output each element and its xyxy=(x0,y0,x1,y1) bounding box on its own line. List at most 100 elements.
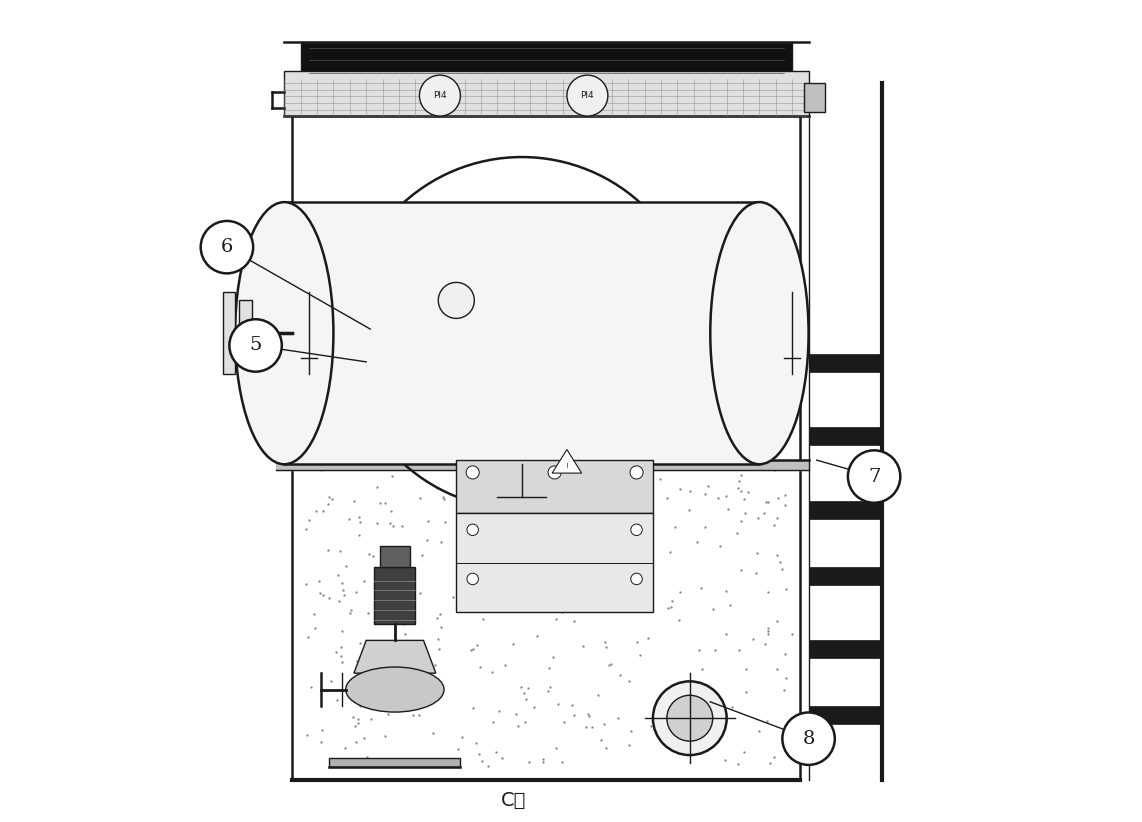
Point xyxy=(297,578,315,591)
Point xyxy=(600,659,618,672)
Point xyxy=(381,516,400,529)
Point xyxy=(780,717,798,730)
Point xyxy=(739,485,757,498)
Point xyxy=(352,249,370,262)
Point xyxy=(595,565,613,578)
Point xyxy=(640,372,658,386)
Point xyxy=(412,549,431,562)
Point xyxy=(367,656,385,669)
Point xyxy=(447,364,465,377)
Circle shape xyxy=(230,319,282,372)
Point xyxy=(354,732,372,745)
Point xyxy=(777,583,795,596)
Point xyxy=(329,441,347,455)
Point xyxy=(693,360,711,373)
Point xyxy=(758,628,777,641)
Point xyxy=(477,591,496,604)
Point xyxy=(540,662,558,675)
Polygon shape xyxy=(354,640,436,673)
Point xyxy=(488,746,506,759)
Point xyxy=(449,243,467,256)
Point xyxy=(661,545,679,558)
Point xyxy=(675,302,693,316)
Point xyxy=(547,612,565,626)
Point xyxy=(513,589,531,603)
Point xyxy=(595,717,613,730)
Point xyxy=(320,543,338,556)
Point xyxy=(337,741,355,755)
Point xyxy=(416,685,434,698)
Point xyxy=(351,700,369,713)
Point xyxy=(577,720,595,733)
Point xyxy=(401,302,419,315)
Point xyxy=(547,274,565,287)
Point xyxy=(710,539,729,552)
Point xyxy=(666,284,684,297)
Point xyxy=(428,753,447,766)
Point xyxy=(355,575,373,588)
Point xyxy=(371,543,389,556)
Point xyxy=(732,314,750,327)
Point xyxy=(450,598,468,611)
Bar xyxy=(457,514,653,612)
Point xyxy=(432,536,450,549)
Point xyxy=(773,562,791,575)
Point xyxy=(528,630,546,643)
Point xyxy=(715,753,733,766)
Point xyxy=(314,338,332,351)
Point xyxy=(312,463,330,476)
Point xyxy=(306,621,324,635)
Point xyxy=(346,439,364,452)
Point xyxy=(443,591,461,604)
Point xyxy=(723,700,741,713)
Point xyxy=(533,755,552,768)
Point xyxy=(426,658,444,672)
Point xyxy=(649,727,667,741)
Point xyxy=(501,307,520,321)
Point xyxy=(620,674,638,687)
Point xyxy=(553,606,571,619)
Point xyxy=(384,260,402,273)
Point xyxy=(349,529,368,542)
Point xyxy=(458,422,476,435)
Point xyxy=(628,334,646,347)
Point xyxy=(586,470,604,483)
Point xyxy=(349,713,368,726)
Text: C向: C向 xyxy=(501,791,526,810)
Point xyxy=(692,582,710,595)
Point xyxy=(461,644,480,657)
Point xyxy=(471,383,489,396)
Point xyxy=(378,707,396,720)
Point xyxy=(747,566,765,580)
Point xyxy=(564,547,582,561)
Point xyxy=(534,543,553,556)
Text: 7: 7 xyxy=(868,468,880,486)
Point xyxy=(542,448,561,461)
Point xyxy=(448,330,466,343)
Point xyxy=(453,730,472,743)
Point xyxy=(622,511,641,524)
Point xyxy=(555,716,573,729)
Point xyxy=(337,235,355,248)
Point xyxy=(783,627,802,640)
Point xyxy=(393,520,411,533)
Point xyxy=(468,318,486,331)
Point xyxy=(659,601,677,614)
Point xyxy=(344,710,362,723)
Point xyxy=(305,607,323,621)
Point xyxy=(524,349,542,363)
Point xyxy=(312,736,330,749)
Point xyxy=(539,684,557,697)
Point xyxy=(444,353,463,367)
Point xyxy=(598,423,617,436)
Point xyxy=(548,571,566,584)
Point xyxy=(692,257,710,270)
Point xyxy=(592,734,610,747)
Point xyxy=(620,739,638,752)
Point xyxy=(403,323,421,336)
Point xyxy=(512,681,530,694)
Point xyxy=(686,317,705,330)
Text: !: ! xyxy=(565,463,569,469)
Point xyxy=(377,427,395,441)
Point xyxy=(410,708,428,721)
